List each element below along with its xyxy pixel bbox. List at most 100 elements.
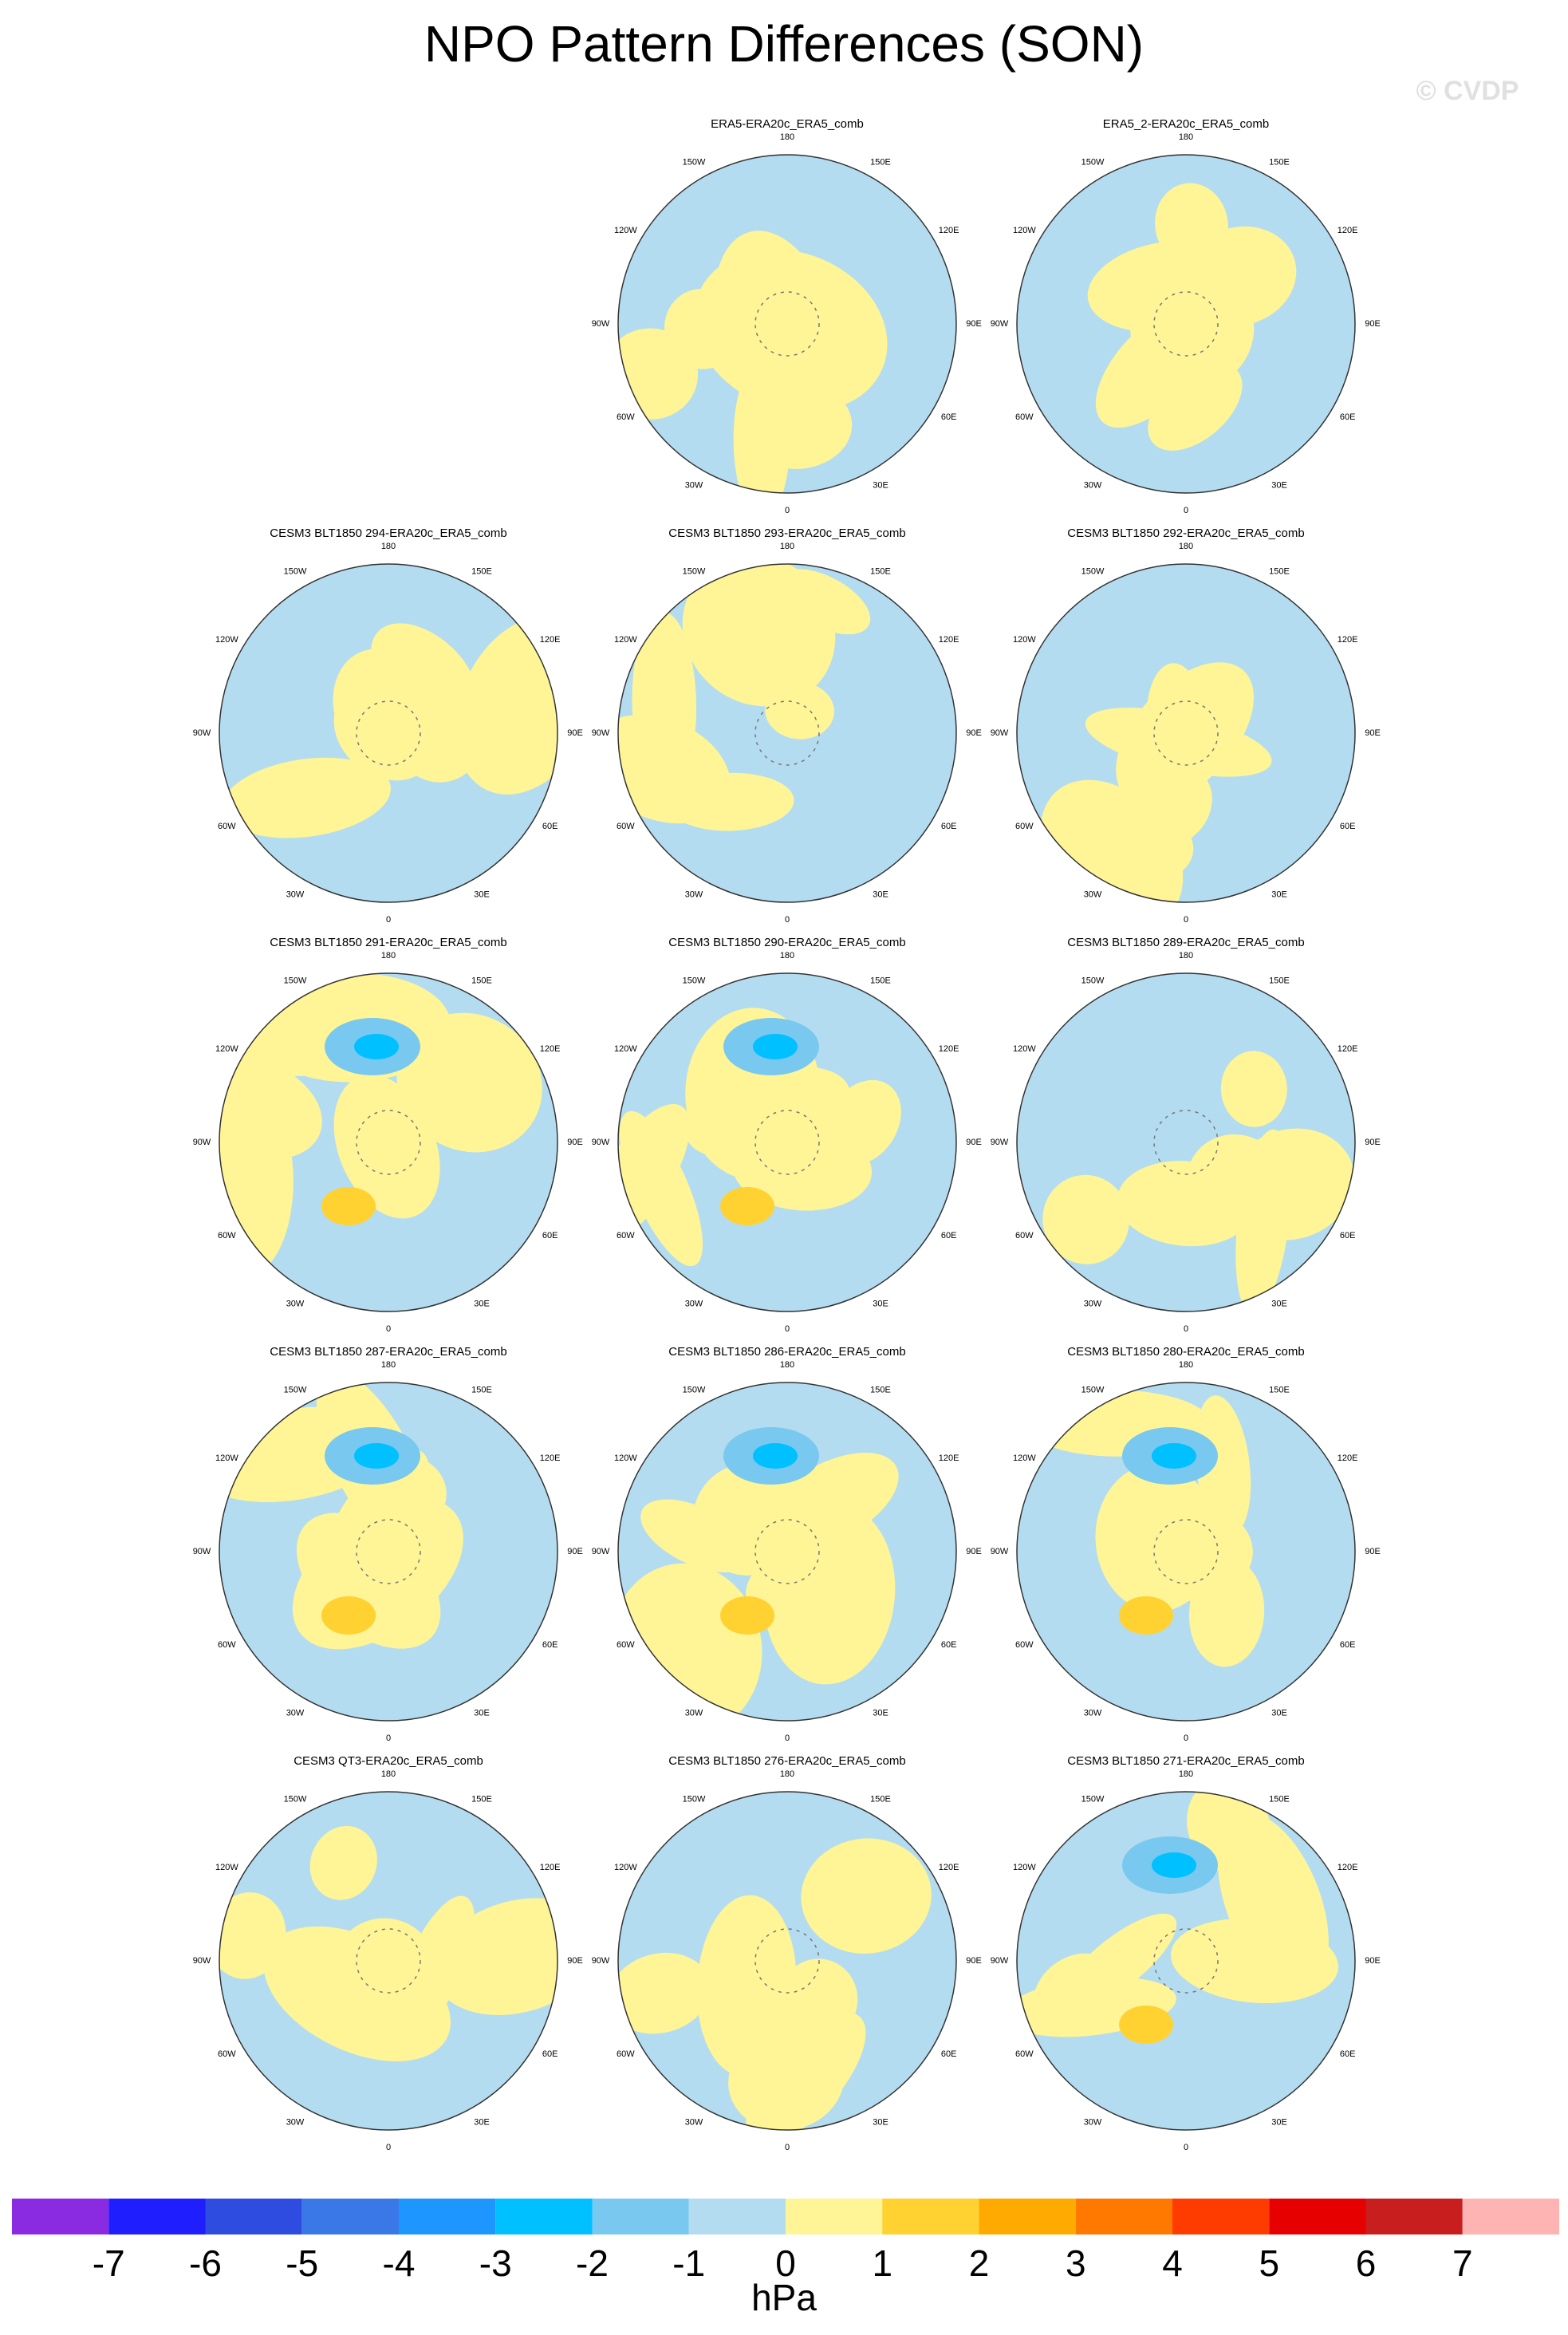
map-border <box>219 563 558 903</box>
longitude-label: 120W <box>614 1453 637 1463</box>
colorbar-box <box>1172 2199 1270 2234</box>
map-panel: CESM3 BLT1850 292-ERA20c_ERA5_comb 180 150… <box>991 527 1381 925</box>
longitude-label: 30W <box>1084 1300 1102 1309</box>
longitude-label: 0 <box>1184 1324 1188 1334</box>
longitude-label: 150E <box>1269 566 1290 576</box>
longitude-label: 30W <box>286 890 305 900</box>
longitude-label: 120E <box>540 635 561 645</box>
longitude-label: 0 <box>785 1734 790 1743</box>
colorbar-tick-label: 2 <box>969 2242 990 2284</box>
longitude-label: 60W <box>218 822 236 831</box>
longitude-label: 0 <box>785 1324 790 1334</box>
longitude-label: 150W <box>683 1385 706 1394</box>
negative-core <box>1152 1852 1196 1878</box>
longitude-label: 30W <box>286 2118 305 2128</box>
longitude-label: 90E <box>567 1138 583 1147</box>
longitude-label: 120E <box>540 1453 561 1463</box>
longitude-label: 60W <box>1015 1231 1034 1240</box>
colorbar-box <box>1365 2199 1463 2234</box>
map-field <box>1017 1792 1355 2130</box>
longitude-label: 30W <box>286 1300 305 1309</box>
map-field <box>219 973 557 1311</box>
map-border <box>1016 1791 1356 2131</box>
longitude-label: 150W <box>284 976 307 985</box>
longitude-label: 90W <box>193 1547 211 1556</box>
panel-title: CESM3 QT3-ERA20c_ERA5_comb <box>294 1754 483 1768</box>
map-field <box>1017 1382 1355 1721</box>
longitude-label: 150E <box>471 566 492 576</box>
longitude-label: 0 <box>1184 506 1188 515</box>
positive-region <box>696 1895 797 2077</box>
map-border <box>617 563 957 903</box>
colorbar-box <box>108 2199 206 2234</box>
colorbar-box <box>882 2199 979 2234</box>
negative-core <box>1152 1443 1196 1469</box>
panel-title: ERA5-ERA20c_ERA5_comb <box>711 117 864 131</box>
longitude-label: 90E <box>1365 1956 1381 1966</box>
positive-region <box>1085 708 1272 777</box>
colorbar-box <box>1075 2199 1172 2234</box>
figure-title: NPO Pattern Differences (SON) <box>424 15 1144 73</box>
longitude-label: 120W <box>614 635 637 645</box>
pole-marker <box>754 291 820 357</box>
longitude-label: 90E <box>966 1547 982 1556</box>
positive-region <box>222 757 391 838</box>
positive-region <box>1042 1174 1129 1264</box>
longitude-label: 60E <box>1340 822 1356 831</box>
longitude-label: 30W <box>286 1709 305 1718</box>
colorbar-tick-label: 4 <box>1162 2242 1183 2284</box>
longitude-label: 30W <box>685 481 703 491</box>
pole-marker <box>356 1110 421 1175</box>
longitude-label: 60W <box>218 1231 236 1240</box>
map-field <box>219 564 557 902</box>
positive-region <box>632 611 697 797</box>
longitude-label: 150W <box>1081 976 1105 985</box>
longitude-label: 180 <box>381 951 396 960</box>
pole-marker <box>356 1928 421 1994</box>
map-border <box>1016 154 1356 494</box>
longitude-label: 60E <box>941 1231 957 1240</box>
map-border <box>1016 972 1356 1312</box>
longitude-label: 120E <box>939 226 959 235</box>
panel-title: CESM3 BLT1850 293-ERA20c_ERA5_comb <box>668 527 905 540</box>
longitude-label: 150E <box>1269 1794 1290 1804</box>
positive-region <box>801 1838 932 1954</box>
longitude-label: 30E <box>474 1709 490 1718</box>
positive-core <box>1119 2006 1173 2044</box>
longitude-label: 150W <box>284 1385 307 1394</box>
longitude-label: 30E <box>1271 481 1287 491</box>
pole-marker <box>1153 1928 1219 1994</box>
longitude-label: 120W <box>1013 226 1036 235</box>
longitude-label: 60W <box>617 822 635 831</box>
longitude-label: 90W <box>592 1138 610 1147</box>
positive-region <box>1235 1129 1291 1311</box>
longitude-label: 30W <box>685 1709 703 1718</box>
colorbar-label: hPa <box>751 2277 817 2318</box>
longitude-label: 60W <box>1015 822 1034 831</box>
longitude-label: 0 <box>386 1734 391 1743</box>
longitude-label: 30W <box>1084 481 1102 491</box>
longitude-label: 0 <box>1184 915 1188 925</box>
longitude-label: 120E <box>939 1453 959 1463</box>
colorbar-tick-label: 0 <box>775 2242 796 2284</box>
positive-core <box>720 1187 774 1225</box>
longitude-label: 150E <box>870 976 891 985</box>
positive-region <box>325 1449 429 1573</box>
longitude-label: 90W <box>592 1956 610 1966</box>
pole-marker <box>356 1519 421 1584</box>
longitude-label: 30E <box>474 890 490 900</box>
longitude-label: 150W <box>1081 566 1105 576</box>
longitude-label: 150E <box>471 1385 492 1394</box>
longitude-label: 90E <box>966 319 982 329</box>
positive-region <box>640 1499 751 1572</box>
map-border <box>1016 563 1356 903</box>
longitude-label: 180 <box>780 542 794 551</box>
longitude-label: 120W <box>1013 1863 1036 1872</box>
pole-marker <box>754 700 820 766</box>
longitude-label: 60W <box>218 1640 236 1650</box>
longitude-label: 30E <box>873 2118 888 2128</box>
longitude-label: 60W <box>1015 412 1034 422</box>
